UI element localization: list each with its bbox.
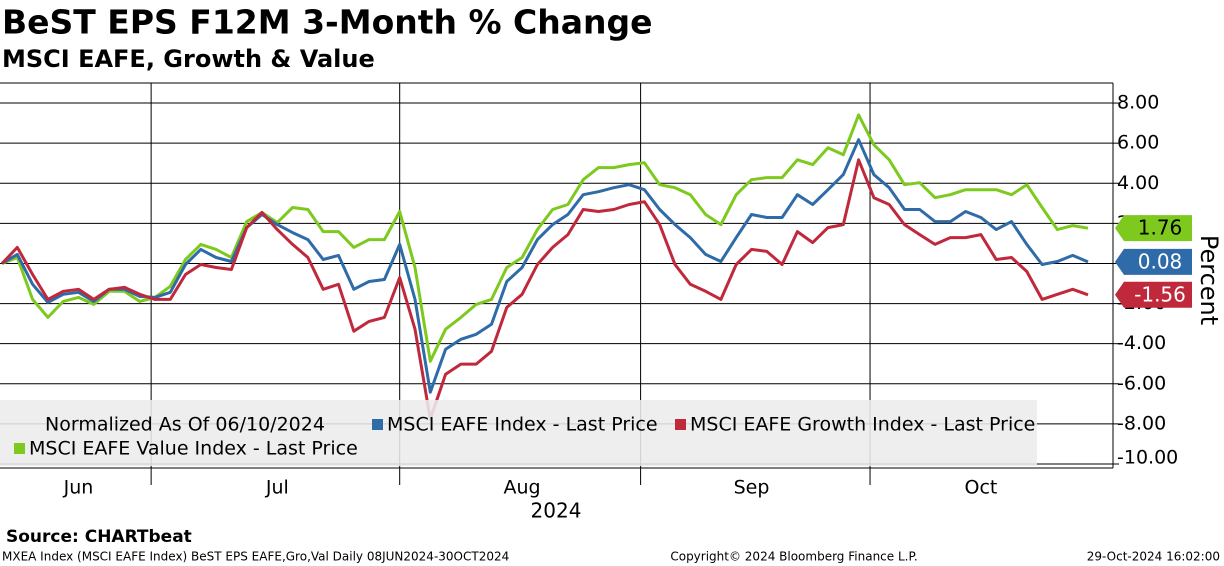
series-line [0, 158, 1089, 421]
legend-label: MSCI EAFE Growth Index - Last Price [690, 414, 1035, 436]
legend-label: MSCI EAFE Index - Last Price [387, 414, 658, 436]
y-tick-label: -6.00 [1117, 372, 1166, 394]
copyright: Copyright© 2024 Bloomberg Finance L.P. [670, 550, 917, 564]
y-tick-label: -8.00 [1117, 412, 1166, 434]
value-tag [1115, 281, 1192, 308]
value-tag [1115, 248, 1192, 275]
series-line [1, 113, 1089, 363]
chart-subtitle: MSCI EAFE, Growth & Value [2, 45, 375, 73]
legend-swatch [14, 443, 25, 454]
value-tag-label: 0.08 [1138, 249, 1183, 273]
x-tick-label: Oct [964, 477, 997, 499]
timestamp: 29-Oct-2024 16:02:00 [1087, 550, 1220, 564]
y-tick-label: 8.00 [1117, 92, 1159, 114]
x-tick-label: Aug [504, 477, 541, 499]
source: Source: CHARTbeat [6, 527, 192, 547]
y-tick-label: -10.00 [1117, 447, 1178, 469]
value-tag-label: 1.76 [1138, 216, 1183, 240]
legend-label: MSCI EAFE Value Index - Last Price [29, 438, 358, 460]
series-line [1, 138, 1089, 394]
x-tick-label: Jun [63, 477, 94, 499]
chart-title: BeST EPS F12M 3-Month % Change [2, 3, 653, 42]
y-tick-label: 4.00 [1117, 172, 1159, 194]
value-tag [1115, 215, 1192, 242]
y-axis-label: Percent [1195, 235, 1223, 325]
legend-swatch [372, 419, 383, 430]
value-tag-label: -1.56 [1134, 282, 1186, 306]
legend-box [0, 400, 1037, 466]
y-tick-label: 6.00 [1117, 132, 1159, 154]
y-tick-label: -4.00 [1117, 332, 1166, 354]
x-axis-label: 2024 [531, 499, 582, 523]
x-tick-label: Sep [734, 477, 770, 499]
x-tick-label: Jul [265, 477, 289, 499]
description: MXEA Index (MSCI EAFE Index) BeST EPS EA… [2, 550, 509, 564]
legend-title: Normalized As Of 06/10/2024 [45, 414, 325, 436]
legend-swatch [675, 419, 686, 430]
